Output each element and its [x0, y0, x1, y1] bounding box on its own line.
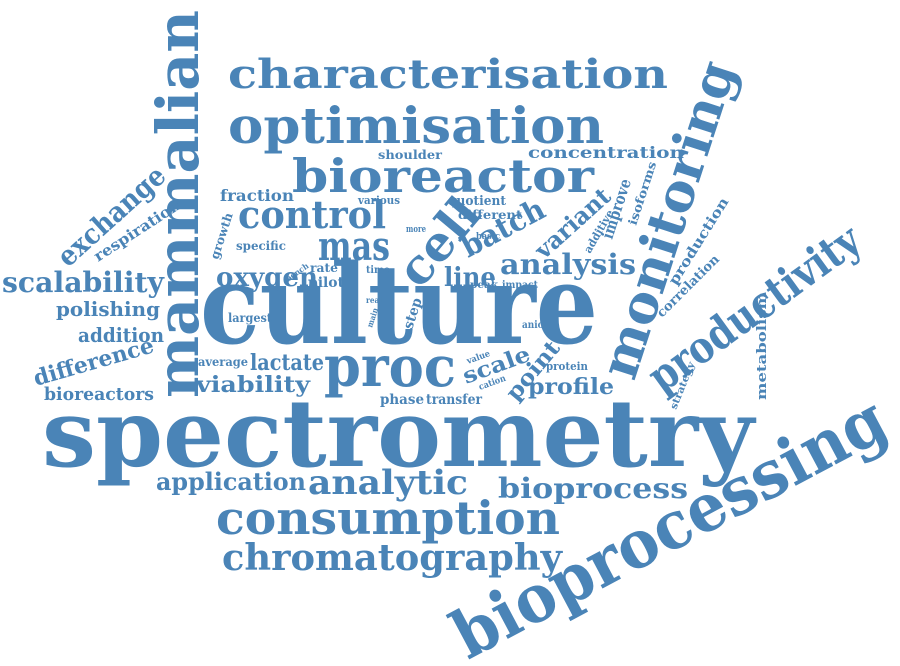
word-culture: culture	[200, 240, 598, 369]
word-lactate: lactate	[250, 350, 324, 376]
word-spectrometry: spectrometry	[42, 379, 756, 489]
word-proc: proc	[324, 334, 456, 400]
word-various: various	[357, 194, 400, 207]
word-consumption: consumption	[216, 491, 560, 545]
word-line: line	[444, 263, 496, 293]
word-concentration: concentration	[528, 143, 684, 162]
word-shoulder: shoulder	[378, 148, 443, 162]
word-scalability: scalability	[2, 266, 165, 299]
word-mas: mas	[318, 223, 390, 270]
word-profile: profile	[528, 374, 614, 400]
word-basic: basic	[476, 232, 500, 242]
word-bioreactor: bioreactor	[292, 149, 595, 203]
word-characterisation: characterisation	[228, 51, 668, 98]
word-real: real	[366, 295, 382, 305]
word-quotient: quotient	[448, 194, 506, 209]
word-chromatography: chromatography	[222, 537, 563, 579]
word-analysis: analysis	[500, 248, 636, 281]
word-time: time	[366, 265, 390, 276]
word-largest: largest	[228, 311, 272, 325]
word-polishing: polishing	[56, 297, 160, 321]
word-fraction: fraction	[220, 186, 294, 205]
word-pilot: pilot	[308, 275, 345, 291]
word-phase: phase	[380, 392, 424, 408]
word-optimisation: optimisation	[228, 96, 604, 155]
word-more: more	[406, 225, 426, 235]
word-oxygen: oxygen	[216, 263, 318, 293]
word-application: application	[156, 467, 306, 496]
word-bioreactors: bioreactors	[44, 384, 154, 405]
word-analytic: analytic	[308, 463, 468, 503]
word-viability: viability	[195, 372, 312, 398]
word-mammalian: mammalian	[144, 10, 212, 398]
word-peak: peak	[470, 280, 499, 291]
word-control: control	[238, 192, 386, 237]
words-layer: spectrometry culture bioprocessing mamma…	[2, 10, 899, 666]
word-protein: protein	[546, 360, 588, 373]
word-addition: addition	[78, 323, 164, 347]
word-different: different	[458, 208, 522, 222]
word-bioprocess: bioprocess	[498, 472, 688, 505]
word-transfer: transfer	[426, 392, 483, 408]
word-impact: impact	[502, 280, 538, 291]
word-metabolism: metabolism	[755, 292, 770, 400]
word-rate: rate	[310, 261, 338, 275]
word-anion: anion	[522, 320, 551, 331]
word-average: average	[198, 355, 248, 369]
word-specific: specific	[236, 239, 286, 253]
